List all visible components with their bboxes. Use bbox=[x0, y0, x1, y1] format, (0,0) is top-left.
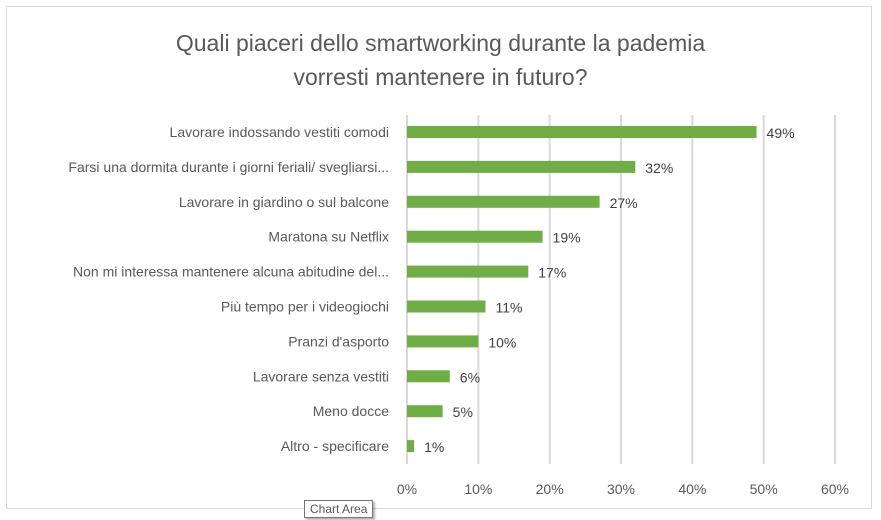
data-label: 6% bbox=[460, 369, 480, 385]
category-label: Farsi una dormita durante i giorni feria… bbox=[68, 159, 389, 175]
category-label: Meno docce bbox=[313, 403, 389, 419]
data-label: 32% bbox=[645, 160, 673, 176]
x-tick-label: 20% bbox=[536, 481, 564, 497]
x-tick-label: 40% bbox=[678, 481, 706, 497]
bar[interactable] bbox=[407, 126, 757, 138]
category-label: Lavorare indossando vestiti comodi bbox=[170, 124, 389, 140]
bar[interactable] bbox=[407, 195, 600, 208]
chart-area[interactable] bbox=[6, 6, 872, 509]
data-label: 19% bbox=[553, 230, 581, 246]
x-tick-label: 60% bbox=[821, 481, 849, 497]
category-label: Più tempo per i videogiochi bbox=[221, 299, 389, 315]
bar[interactable] bbox=[407, 440, 415, 453]
x-tick-label: 30% bbox=[607, 481, 635, 497]
bar[interactable] bbox=[407, 160, 636, 173]
bar[interactable] bbox=[407, 405, 443, 418]
bar[interactable] bbox=[407, 370, 450, 383]
category-label: Altro - specificare bbox=[281, 438, 389, 454]
category-label: Pranzi d'asporto bbox=[288, 333, 389, 349]
category-label: Maratona su Netflix bbox=[268, 229, 389, 245]
data-label: 17% bbox=[538, 265, 566, 281]
category-label: Lavorare in giardino o sul balcone bbox=[179, 194, 389, 210]
data-label: 5% bbox=[453, 404, 473, 420]
x-tick-label: 50% bbox=[750, 481, 778, 497]
data-label: 1% bbox=[424, 439, 444, 455]
category-label: Lavorare senza vestiti bbox=[253, 368, 389, 384]
category-label: Non mi interessa mantenere alcuna abitud… bbox=[73, 264, 389, 280]
title-line-1: Quali piaceri dello smartworking durante… bbox=[175, 30, 706, 56]
data-label: 10% bbox=[488, 334, 516, 350]
x-tick-label: 0% bbox=[397, 481, 417, 497]
x-tick-label: 10% bbox=[464, 481, 492, 497]
data-label: 11% bbox=[495, 300, 522, 316]
bar[interactable] bbox=[407, 300, 486, 313]
title-line-2: vorresti mantenere in futuro? bbox=[293, 64, 588, 90]
bar[interactable] bbox=[407, 230, 543, 243]
data-label: 27% bbox=[610, 195, 638, 211]
chart-area-tooltip: Chart Area bbox=[304, 500, 374, 518]
chart-title: Quali piaceri dello smartworking durante… bbox=[0, 26, 881, 94]
bar[interactable] bbox=[407, 265, 529, 278]
data-label: 49% bbox=[767, 125, 795, 141]
bar[interactable] bbox=[407, 335, 479, 348]
